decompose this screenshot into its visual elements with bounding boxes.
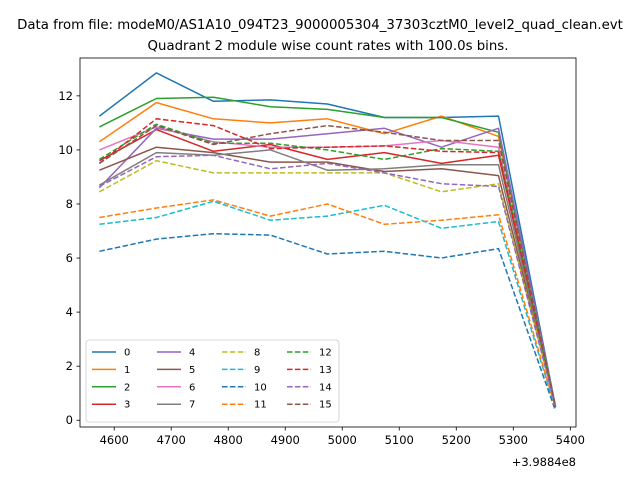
series-line-15	[98, 124, 557, 407]
series-line-1	[98, 101, 557, 407]
series-line-7	[99, 149, 557, 407]
y-tick-label: 10	[58, 143, 73, 157]
y-tick-label: 0	[66, 413, 73, 427]
legend-label-4: 4	[189, 348, 195, 359]
x-tick-label: 5200	[442, 433, 471, 447]
y-tick-label: 12	[58, 89, 73, 103]
legend-label-1: 1	[124, 365, 130, 376]
y-tick-label: 8	[66, 197, 73, 211]
chart-suptitle: Data from file: modeM0/AS1A10_094T23_900…	[17, 18, 623, 33]
series-line-11	[99, 199, 557, 409]
plot-area	[98, 72, 557, 412]
legend-label-10: 10	[254, 382, 267, 393]
series-line-14	[99, 154, 557, 407]
y-tick-label: 6	[66, 251, 73, 265]
legend-label-7: 7	[189, 400, 195, 411]
x-tick-label: 4600	[100, 433, 129, 447]
legend-label-11: 11	[254, 400, 267, 411]
legend-label-15: 15	[319, 400, 332, 411]
legend-label-12: 12	[319, 348, 332, 359]
legend-label-14: 14	[319, 382, 332, 393]
y-tick-label: 2	[66, 359, 73, 373]
legend-label-5: 5	[189, 365, 195, 376]
legend-label-8: 8	[254, 348, 260, 359]
legend-label-13: 13	[319, 365, 332, 376]
series-line-13	[98, 118, 557, 407]
legend-label-0: 0	[124, 348, 130, 359]
series-line-2	[99, 96, 557, 407]
series-line-12	[99, 123, 557, 407]
legend-label-6: 6	[189, 382, 195, 393]
series-line-8	[99, 159, 557, 407]
x-tick-label: 5400	[556, 433, 585, 447]
series-line-5	[99, 146, 557, 407]
x-tick-label: 5100	[385, 433, 414, 447]
x-tick-label: 4800	[214, 433, 243, 447]
legend-label-2: 2	[124, 382, 130, 393]
axes-frame	[79, 57, 577, 428]
axes: 4600 4700 4800 4900 5000 5100 5200 5300 54000246…	[58, 57, 585, 447]
legend-label-9: 9	[254, 365, 260, 376]
series-line-0	[98, 72, 557, 407]
y-tick-label: 4	[66, 305, 73, 319]
legend-box	[85, 339, 340, 423]
series-line-10	[99, 232, 557, 412]
series-line-3	[99, 128, 557, 407]
series-line-9	[99, 200, 557, 410]
x-tick-label: 5300	[499, 433, 528, 447]
x-offset-label: +3.9884e8	[512, 455, 576, 469]
legend-label-3: 3	[124, 400, 130, 411]
x-tick-label: 4900	[271, 433, 300, 447]
chart-title: Quadrant 2 module wise count rates with …	[148, 39, 509, 54]
x-tick-label: 4700	[157, 433, 186, 447]
x-tick-label: 5000	[328, 433, 357, 447]
